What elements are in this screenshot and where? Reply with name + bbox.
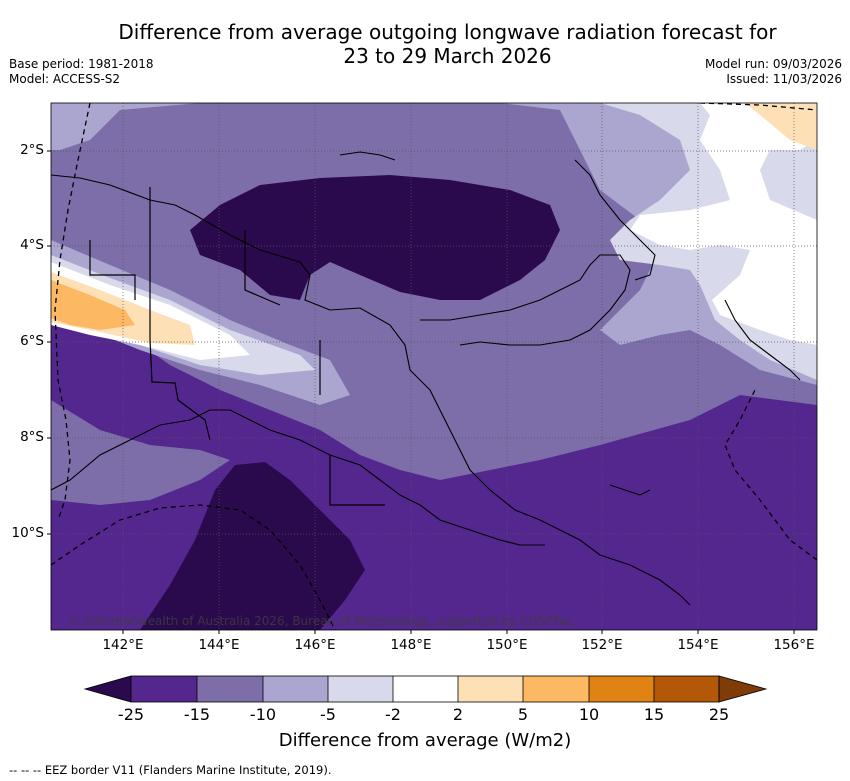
eez-borders	[51, 103, 817, 630]
y-tick-label: 6°S	[20, 333, 44, 349]
x-tick-label: 148°E	[390, 637, 432, 653]
colorbar-tick-label: -25	[117, 705, 145, 724]
y-tick-marks	[47, 150, 51, 535]
colorbar-tick-label: -10	[249, 705, 277, 724]
colorbar-outline	[130, 675, 720, 703]
colorbar-bin	[589, 676, 654, 702]
colorbar-tick-label: -2	[385, 705, 401, 724]
colorbar-tick-label: 25	[708, 705, 730, 724]
map-title: Difference from average outgoing longwav…	[0, 20, 850, 68]
anomaly-contour-minus25-north	[190, 175, 560, 300]
country-borders	[89, 187, 385, 506]
model-name: Model: ACCESS-S2	[9, 72, 121, 86]
colorbar-bin	[197, 676, 263, 702]
colorbar-tick-label: 15	[643, 705, 665, 724]
colorbar-label: Difference from average (W/m2)	[278, 730, 572, 751]
colorbar-tick-label: -15	[183, 705, 211, 724]
graticule	[51, 103, 817, 630]
colorbar-dividers	[196, 676, 655, 702]
x-tick-marks	[122, 630, 795, 634]
x-tick-label: 144°E	[198, 637, 240, 653]
x-tick-label: 152°E	[581, 637, 623, 653]
x-tick-label: 150°E	[486, 637, 528, 653]
anomaly-contour-plus5	[745, 103, 817, 150]
colorbar-extend-low	[83, 675, 132, 703]
y-tick-label: 8°S	[20, 429, 44, 445]
issued-date: Issued: 11/03/2026	[726, 72, 842, 86]
x-tick-label: 154°E	[677, 637, 719, 653]
colorbar-bin	[263, 676, 328, 702]
colorbar	[83, 675, 768, 703]
title-line-2: 23 to 29 March 2026	[343, 44, 552, 68]
anomaly-contour-minus25-south	[140, 462, 365, 630]
meta-right: Model run: 09/03/2026 Issued: 11/03/2026	[705, 57, 842, 87]
y-tick-label: 2°S	[20, 142, 44, 158]
copyright-credit: © Commonwealth of Australia 2026, Bureau…	[68, 614, 574, 628]
colorbar-tick-label: 10	[578, 705, 600, 724]
coastlines	[51, 151, 801, 606]
colorbar-bin	[131, 676, 197, 702]
x-tick-label: 142°E	[102, 637, 144, 653]
x-tick-label: 156°E	[773, 637, 815, 653]
base-period: Base period: 1981-2018	[9, 57, 154, 71]
map-plot-area	[51, 103, 817, 630]
colorbar-extend-high	[718, 675, 768, 703]
anomaly-contour-minus5	[51, 103, 817, 385]
colorbar-tick-label: 2	[452, 705, 464, 724]
x-tick-label: 146°E	[294, 637, 336, 653]
y-tick-label: 10°S	[11, 525, 45, 541]
map-frame	[50, 102, 818, 631]
y-tick-label: 4°S	[20, 237, 44, 253]
title-line-1: Difference from average outgoing longwav…	[118, 20, 777, 44]
colorbar-bin	[654, 676, 719, 702]
model-run: Model run: 09/03/2026	[704, 57, 842, 71]
colorbar-bin	[458, 676, 523, 702]
anomaly-contour-plus2	[630, 103, 817, 345]
anomaly-contour-minus5-southwest	[51, 400, 230, 505]
colorbar-tick-label: -5	[320, 705, 336, 724]
colorbar-tick-label: 5	[517, 705, 529, 724]
colorbar-bin	[523, 676, 589, 702]
colorbar-bin	[393, 676, 458, 702]
meta-left: Base period: 1981-2018 Model: ACCESS-S2	[9, 57, 154, 87]
eez-legend-footer: -- -- -- EEZ border V11 (Flanders Marine…	[9, 763, 332, 777]
anomaly-contour-plus10-west	[51, 280, 135, 330]
colorbar-bin	[328, 676, 393, 702]
